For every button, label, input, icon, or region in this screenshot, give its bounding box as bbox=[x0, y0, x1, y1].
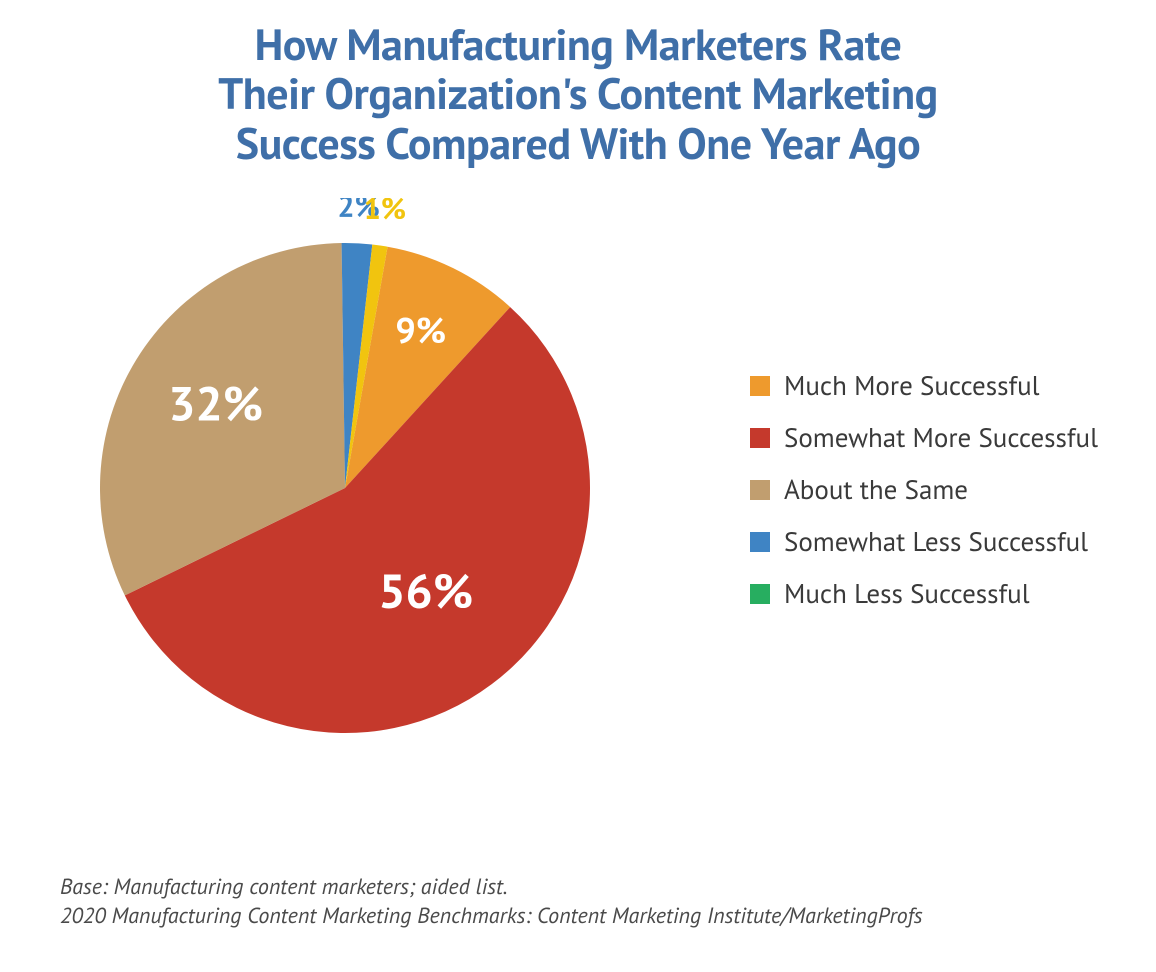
legend: Much More Successful Somewhat More Succes… bbox=[750, 351, 1098, 629]
legend-label: Somewhat More Successful bbox=[784, 421, 1098, 455]
chart-row: 9%56%32%2%1% Much More SuccessfulSomewha… bbox=[0, 198, 1156, 783]
legend-label: Much More Successful bbox=[784, 369, 1040, 403]
slice-value-label: 9% bbox=[395, 306, 446, 353]
legend-label: Somewhat Less Successful bbox=[784, 525, 1088, 559]
legend-item: Much More Successful bbox=[750, 369, 1098, 403]
legend-swatch bbox=[750, 532, 770, 552]
slice-value-label: 56% bbox=[378, 560, 473, 622]
legend-swatch bbox=[750, 480, 770, 500]
slice-value-label: 1% bbox=[364, 198, 406, 228]
footnote-line-1: Base: Manufacturing content marketers; a… bbox=[60, 873, 923, 903]
footnote: Base: Manufacturing content marketers; a… bbox=[60, 873, 923, 932]
legend-label: Much Less Successful bbox=[784, 577, 1030, 611]
footnote-line-2: 2020 Manufacturing Content Marketing Ben… bbox=[60, 902, 923, 932]
legend-label: About the Same bbox=[784, 473, 968, 507]
legend-item: Somewhat More Successful bbox=[750, 421, 1098, 455]
pie-svg: 9%56%32%2%1% bbox=[0, 198, 690, 778]
pie-chart: 9%56%32%2%1% bbox=[0, 198, 690, 783]
legend-swatch bbox=[750, 584, 770, 604]
slice-value-label: 32% bbox=[168, 372, 263, 434]
legend-item: About the Same bbox=[750, 473, 1098, 507]
chart-title: How Manufacturing Marketers RateTheir Or… bbox=[0, 0, 1156, 168]
legend-item: Somewhat Less Successful bbox=[750, 525, 1098, 559]
legend-swatch bbox=[750, 428, 770, 448]
chart-container: How Manufacturing Marketers RateTheir Or… bbox=[0, 0, 1156, 972]
legend-item: Much Less Successful bbox=[750, 577, 1098, 611]
legend-swatch bbox=[750, 376, 770, 396]
